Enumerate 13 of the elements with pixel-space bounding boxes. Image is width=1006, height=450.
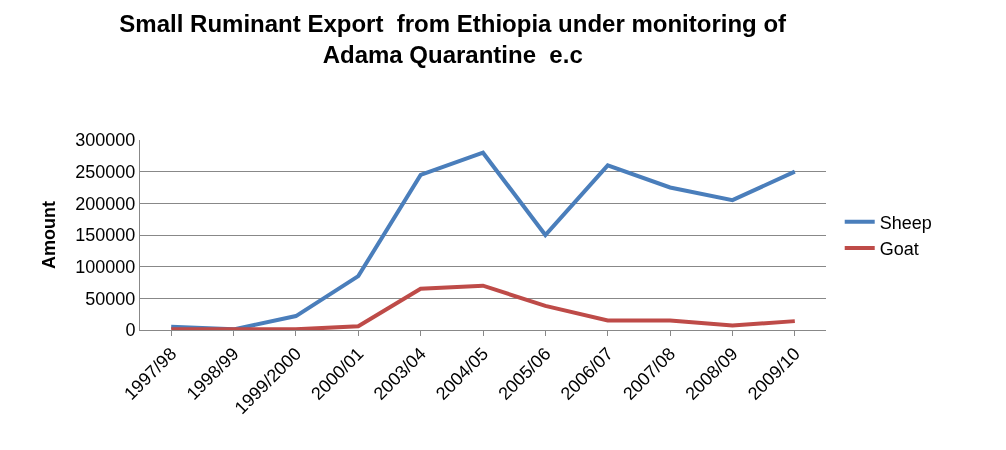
y-tick-label: 150000 bbox=[75, 225, 136, 246]
line-series bbox=[169, 283, 797, 330]
chart-title: Small Ruminant Export from Ethiopia under monitoring of Adama Quarantine e.c bbox=[119, 9, 788, 68]
y-tick-label: 300000 bbox=[75, 130, 136, 151]
y-tick-label: 0 bbox=[125, 320, 136, 341]
line-series bbox=[169, 150, 797, 330]
y-tick-label: 200000 bbox=[75, 193, 136, 214]
y-tick-label: 250000 bbox=[75, 161, 136, 182]
y-tick-label: 50000 bbox=[85, 288, 136, 309]
y-axis-title: Amount bbox=[38, 201, 59, 269]
legend-label: Goat bbox=[879, 239, 919, 260]
legend-label: Sheep bbox=[879, 212, 932, 233]
y-tick-label: 100000 bbox=[75, 256, 136, 277]
